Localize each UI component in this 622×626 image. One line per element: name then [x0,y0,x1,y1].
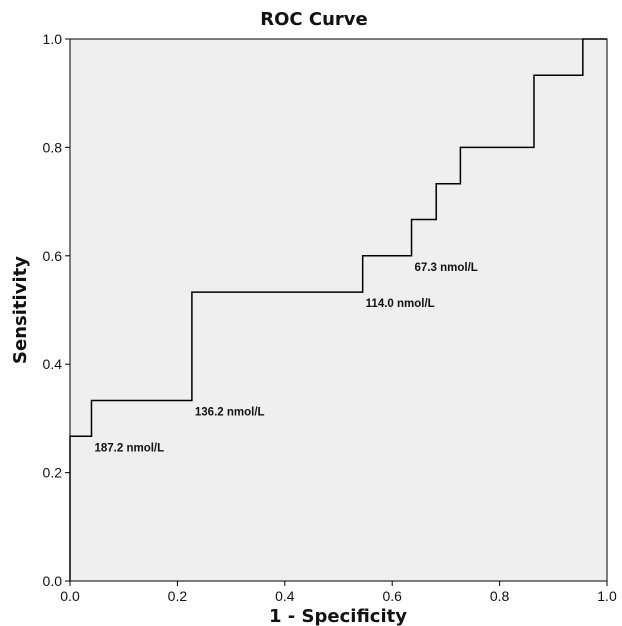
plot-area [69,38,608,582]
x-tick-label: 0.4 [275,588,295,604]
x-tick-label: 0.0 [60,588,80,604]
annotation-label: 67.3 nmol/L [415,262,478,274]
y-tick-label: 0.4 [43,356,63,372]
y-tick-label: 0.8 [43,139,63,155]
annotation-label: 136.2 nmol/L [195,407,265,419]
axis-ticks: 0.0 0.2 0.4 0.6 0.8 1.0 0.0 0.2 0.4 0.6 0.8 1.0 [43,31,617,604]
annotation-label: 187.2 nmol/L [94,442,164,454]
x-tick-label: 0.8 [490,588,510,604]
y-tick-label: 0.6 [43,248,63,264]
annotation-label: 114.0 nmol/L [366,298,435,310]
x-tick-label: 0.6 [382,588,402,604]
y-tick-label: 1.0 [43,31,63,47]
x-tick-label: 1.0 [597,588,617,604]
chart-title: ROC Curve [260,9,367,30]
roc-curve-line [69,38,607,581]
x-axis-label: 1 - Specificity [269,606,407,626]
y-tick-label: 0.2 [43,465,63,481]
x-tick-label: 0.2 [168,588,188,604]
y-tick-label: 0.0 [43,573,63,589]
annotations: 187.2 nmol/L 136.2 nmol/L 114.0 nmol/L 67.3… [94,262,477,454]
y-axis-label: Sensitivity [10,256,31,364]
